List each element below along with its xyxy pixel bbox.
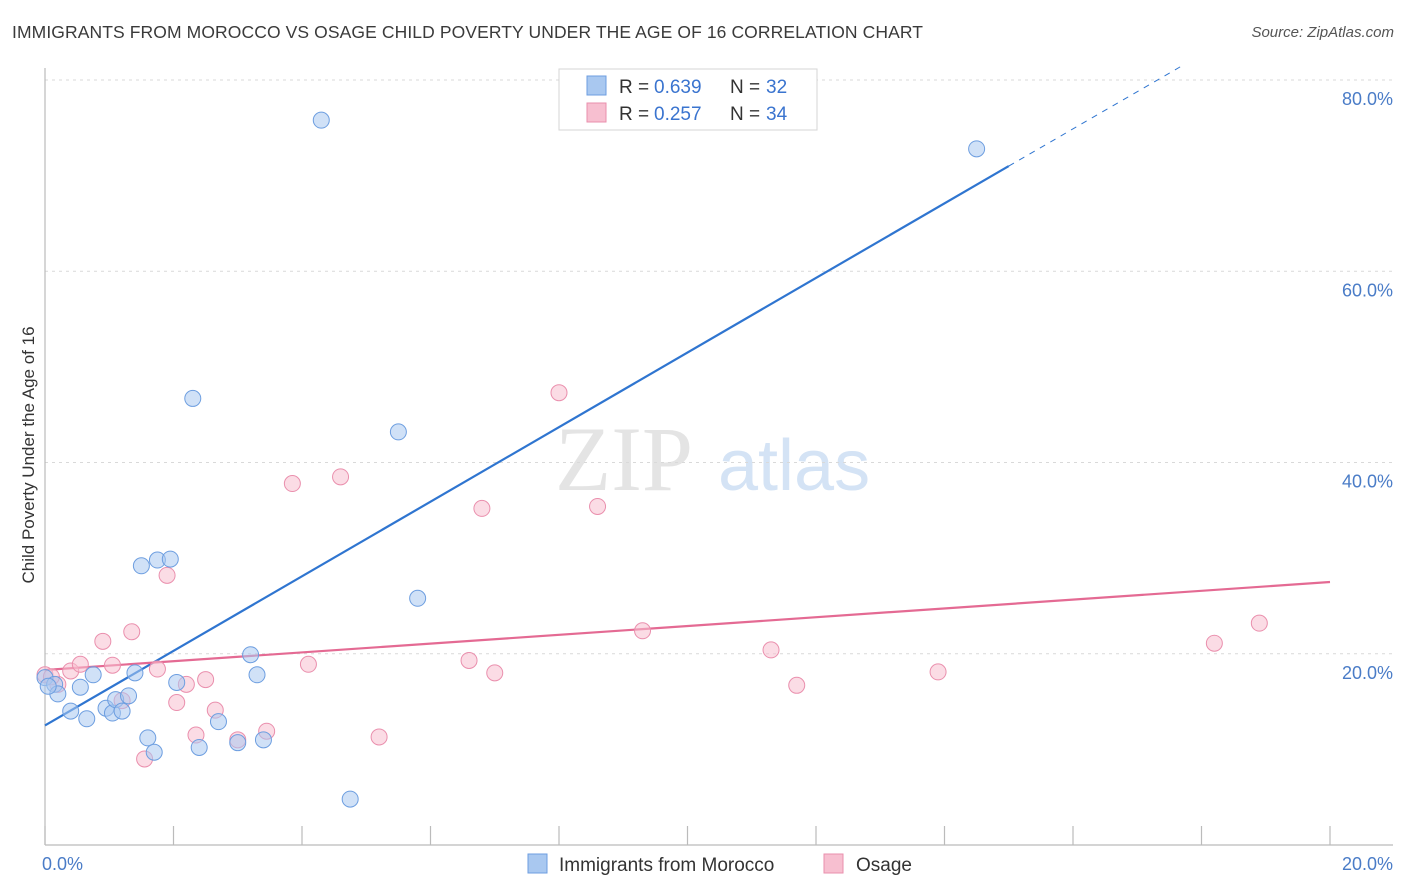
point-morocco-17 xyxy=(161,550,179,568)
legend-n-value-2: 34 xyxy=(766,104,788,125)
point-osage-14 xyxy=(197,671,215,689)
point-morocco-13 xyxy=(132,557,150,575)
y-tick-label-40: 40.0% xyxy=(1342,472,1393,492)
point-osage-11 xyxy=(168,694,186,712)
point-osage-31 xyxy=(1205,634,1223,652)
legend-r-value-2: 0.257 xyxy=(654,104,702,125)
legend-n-value-1: 32 xyxy=(766,77,787,98)
watermark-zip: ZIP xyxy=(555,408,693,510)
point-morocco-24 xyxy=(248,666,266,684)
x-tick-label-right: 20.0% xyxy=(1342,854,1393,874)
point-osage-21 xyxy=(370,728,388,746)
point-osage-28 xyxy=(762,641,780,659)
legend-swatch-blue xyxy=(586,75,607,96)
point-morocco-28 xyxy=(389,423,407,441)
point-morocco-27 xyxy=(341,790,359,808)
point-morocco-25 xyxy=(254,731,272,749)
legend-top: R = 0.639 N = 32 R = 0.257 N = 34 xyxy=(558,68,818,131)
point-osage-18 xyxy=(283,475,301,493)
point-morocco-4 xyxy=(71,678,89,696)
point-morocco-18 xyxy=(168,673,186,691)
point-morocco-31 xyxy=(39,677,57,695)
point-osage-30 xyxy=(929,663,947,681)
y-tick-label-80: 80.0% xyxy=(1342,89,1393,109)
legend-n-label-1: N = xyxy=(730,77,760,98)
data-points xyxy=(36,111,1268,808)
legend-n-label-2: N = xyxy=(730,104,760,125)
chart-title: IMMIGRANTS FROM MOROCCO VS OSAGE CHILD P… xyxy=(12,22,924,42)
bottom-legend-label-osage: Osage xyxy=(856,855,912,876)
legend-bottom: Immigrants from Morocco Osage xyxy=(527,853,912,876)
point-osage-23 xyxy=(473,499,491,517)
bottom-legend-swatch-blue xyxy=(527,853,548,874)
point-osage-29 xyxy=(788,676,806,694)
point-morocco-29 xyxy=(409,589,427,607)
legend-r-label-1: R = xyxy=(619,77,649,98)
legend-swatch-pink xyxy=(586,102,607,123)
point-osage-3 xyxy=(71,655,89,673)
point-osage-9 xyxy=(148,660,166,678)
trend-line-morocco-extension xyxy=(1008,65,1183,167)
x-tick-label-left: 0.0% xyxy=(42,854,83,874)
chart-source: Source: ZipAtlas.com xyxy=(1251,24,1394,41)
point-osage-26 xyxy=(589,497,607,515)
y-axis-label: Child Poverty Under the Age of 16 xyxy=(19,326,38,583)
point-osage-27 xyxy=(634,622,652,640)
point-osage-25 xyxy=(550,384,568,402)
point-morocco-6 xyxy=(84,666,102,684)
legend-r-value-1: 0.639 xyxy=(654,77,702,98)
watermark-atlas: atlas xyxy=(718,426,870,506)
axes xyxy=(44,68,1393,846)
point-morocco-26 xyxy=(312,111,330,129)
point-morocco-12 xyxy=(126,664,144,682)
bottom-legend-label-morocco: Immigrants from Morocco xyxy=(559,855,774,876)
point-osage-22 xyxy=(460,651,478,669)
legend-r-label-2: R = xyxy=(619,104,649,125)
y-tick-label-60: 60.0% xyxy=(1342,280,1393,300)
point-osage-24 xyxy=(486,664,504,682)
trend-line-osage xyxy=(44,580,1331,672)
point-morocco-10 xyxy=(113,702,131,720)
point-morocco-21 xyxy=(209,713,227,731)
y-tick-label-20: 20.0% xyxy=(1342,663,1393,683)
point-morocco-22 xyxy=(229,734,247,752)
point-osage-10 xyxy=(158,566,176,584)
point-morocco-11 xyxy=(120,687,138,705)
tick-labels: 20.0% 40.0% 60.0% 80.0% 0.0% 20.0% xyxy=(42,89,1393,874)
point-osage-4 xyxy=(94,632,112,650)
point-morocco-20 xyxy=(190,738,208,756)
point-morocco-19 xyxy=(184,389,202,407)
point-morocco-23 xyxy=(242,646,260,664)
point-osage-5 xyxy=(103,656,121,674)
trend-line-morocco xyxy=(44,165,1010,727)
bottom-legend-swatch-pink xyxy=(823,853,844,874)
point-osage-20 xyxy=(332,468,350,486)
point-morocco-30 xyxy=(968,140,986,158)
point-osage-32 xyxy=(1250,614,1268,632)
point-morocco-3 xyxy=(62,702,80,720)
grid-lines xyxy=(45,79,1393,655)
point-osage-19 xyxy=(299,655,317,673)
point-osage-7 xyxy=(123,623,141,641)
trend-lines xyxy=(44,65,1331,727)
point-morocco-5 xyxy=(78,710,96,728)
point-morocco-15 xyxy=(145,743,163,761)
point-morocco-14 xyxy=(139,729,157,747)
